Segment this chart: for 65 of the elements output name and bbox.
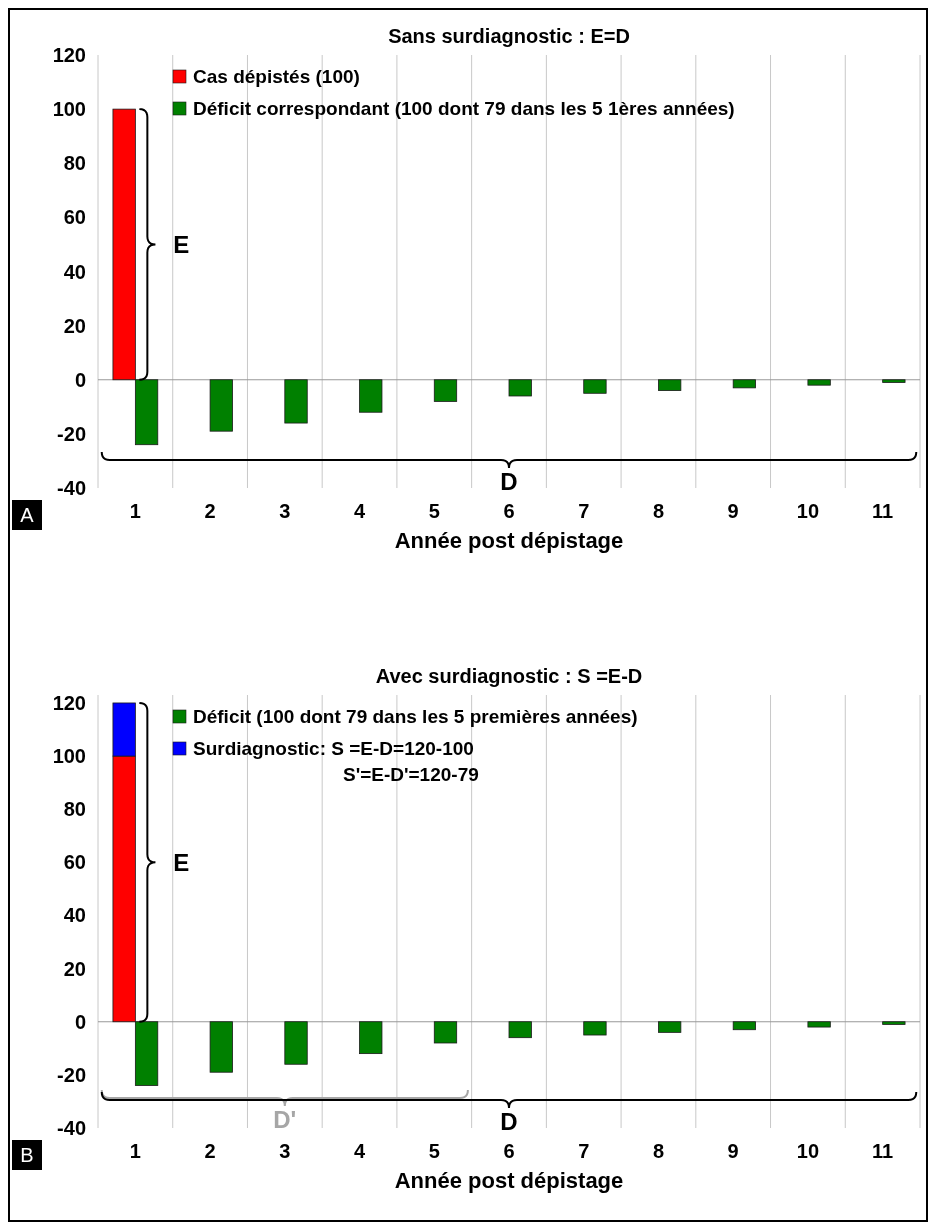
x-tick-label: 10 [796, 500, 820, 522]
x-tick-label: 4 [353, 1140, 366, 1162]
y-tick-label: -20 [57, 422, 86, 445]
bar [658, 1021, 682, 1033]
text: A [20, 504, 35, 526]
bar [284, 1021, 308, 1065]
annotation: D [500, 468, 518, 495]
x-tick-label: 6 [503, 500, 515, 522]
x-tick-label: 8 [652, 1140, 665, 1162]
x-tick-label: 7 [578, 1140, 590, 1162]
annotation: E [173, 849, 190, 877]
x-tick-label: 5 [428, 1140, 440, 1162]
y-tick-label: 0 [74, 1010, 86, 1033]
x-tick-label: 2 [204, 1140, 216, 1162]
x-tick-label: 7 [578, 500, 590, 522]
x-axis-title: Année post dépistage [394, 528, 624, 553]
x-tick-label: 4 [353, 500, 366, 522]
y-tick-label: 120 [52, 691, 86, 714]
y-tick-label: 0 [74, 368, 86, 391]
bar [359, 1021, 383, 1055]
y-tick-label: 100 [52, 745, 86, 768]
x-tick-label: 9 [727, 500, 739, 522]
y-tick-label: 40 [63, 904, 86, 927]
chart-title: Sans surdiagnostic : E=D [388, 25, 630, 47]
x-tick-label: 1 [129, 500, 141, 522]
bar [209, 1021, 233, 1073]
y-tick-label: 80 [63, 798, 86, 821]
x-tick-label: 5 [428, 500, 440, 522]
y-tick-label: -20 [57, 1063, 86, 1086]
x-tick-label: 8 [652, 500, 665, 522]
x-tick-label: 3 [279, 1140, 291, 1162]
x-tick-label: 1 [129, 1140, 141, 1162]
bar [732, 1021, 756, 1031]
y-tick-label: -40 [57, 477, 86, 499]
y-tick-label: 60 [63, 851, 86, 874]
y-tick-label: 40 [63, 260, 86, 283]
chart-title: Avec surdiagnostic : S =E-D [375, 665, 643, 687]
x-tick-label: 11 [872, 500, 894, 522]
x-tick-label: 9 [727, 1140, 739, 1162]
annotation: E [173, 231, 190, 259]
legend-label: Déficit correspondant (100 dont 79 dans les 5 1ères années) [193, 98, 735, 119]
y-tick-label: 20 [63, 957, 86, 980]
x-tick-label: 6 [503, 1140, 515, 1162]
y-tick-label: 80 [63, 152, 86, 175]
x-axis-title: Année post dépistage [394, 1168, 624, 1193]
x-tick-label: 2 [204, 500, 216, 522]
text: B [20, 1144, 34, 1166]
x-tick-label: 3 [279, 500, 291, 522]
legend-label: Déficit (100 dont 79 dans les 5 premières années) [193, 706, 638, 727]
annotation: D' [273, 1106, 297, 1133]
bar [882, 1021, 906, 1025]
bar [433, 1021, 458, 1044]
annotation: D [500, 1108, 518, 1135]
y-tick-label: 120 [52, 44, 86, 66]
bar [807, 1021, 831, 1028]
bar [508, 1021, 532, 1039]
y-tick-label: 100 [52, 98, 86, 121]
legend-label: Cas dépistés (100) [193, 66, 360, 87]
y-tick-label: 20 [63, 314, 86, 337]
legend-label: Surdiagnostic: S =E-D=120-100 S'=E-D'=120-79 [193, 738, 479, 785]
bar [583, 1021, 607, 1036]
y-tick-label: -40 [57, 1117, 86, 1139]
x-tick-label: 10 [796, 1140, 820, 1162]
y-tick-label: 60 [63, 206, 86, 229]
x-tick-label: 11 [872, 1140, 894, 1162]
